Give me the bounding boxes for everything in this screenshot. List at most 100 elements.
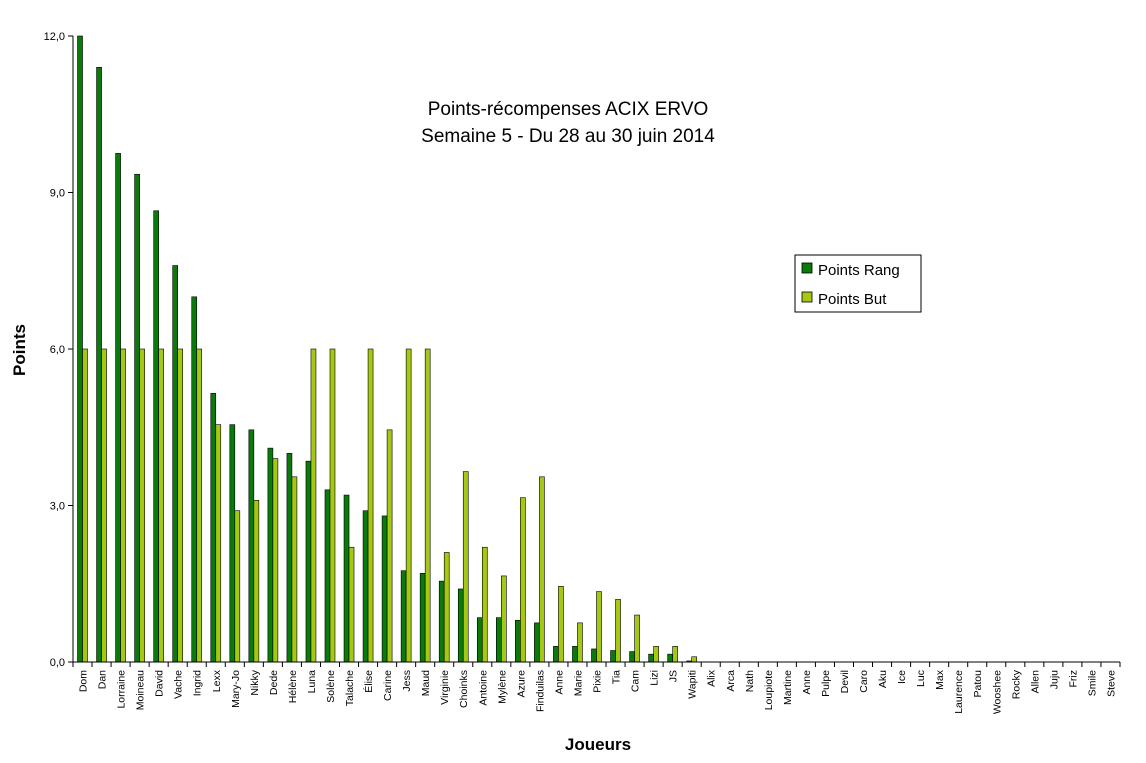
x-category-label: Mary-Jo [230, 670, 242, 708]
bar-points-rang [248, 429, 255, 663]
x-category-label: Virginie [439, 670, 451, 705]
bar-points-but [234, 510, 241, 663]
bar-points-rang [77, 35, 83, 663]
x-category-label: Choinks [458, 670, 470, 708]
bar-points-but [215, 424, 222, 663]
y-tick-label: 9,0 [50, 188, 65, 200]
chart-title: Points-récompenses ACIX ERVO [428, 99, 709, 120]
x-category-label: Lorraine [116, 670, 128, 709]
y-tick-label: 3,0 [50, 501, 65, 513]
x-category-label: Lizi [649, 670, 661, 686]
x-category-label: David [154, 670, 166, 697]
bar-points-but [615, 599, 621, 663]
bar-points-but [443, 552, 450, 663]
bar-points-rang [96, 67, 102, 663]
axes-group [68, 35, 1121, 667]
bar-points-rang [381, 515, 388, 663]
bar-points-rang [267, 447, 274, 663]
bar-points-rang [515, 619, 521, 663]
bar-points-rang [343, 494, 350, 663]
x-category-label: Smile [1086, 670, 1098, 696]
bar-points-rang [115, 153, 121, 663]
bar-points-rang [476, 617, 483, 663]
y-tick-label: 6,0 [50, 344, 65, 356]
x-category-label: Steve [1105, 670, 1117, 697]
x-category-label: JS [668, 670, 680, 682]
x-category-label: Aku [877, 670, 889, 688]
x-category-label: Hélène [287, 670, 299, 703]
bar-points-but [405, 348, 412, 663]
bar-points-but [501, 575, 507, 663]
bar-points-but [348, 546, 355, 663]
y-tick-label: 12,0 [44, 31, 65, 43]
x-category-label: Vache [173, 670, 185, 699]
x-category-label: Caro [858, 670, 870, 693]
x-category-label: Tia [611, 670, 623, 684]
x-category-label: Dede [268, 670, 280, 695]
x-axis-title: Joueurs [565, 735, 631, 754]
x-category-label: Ingrid [192, 670, 204, 696]
x-category-label: Juju [1048, 670, 1060, 689]
bar-points-but [596, 591, 602, 663]
bar-points-rang [419, 573, 426, 663]
bar-points-rang [610, 650, 616, 663]
x-category-label: Martine [782, 670, 794, 705]
bar-points-rang [457, 588, 464, 663]
x-category-label: Dan [97, 670, 109, 689]
x-category-label: Luc [915, 670, 927, 687]
bar-points-but [291, 476, 298, 663]
bar-points-but [691, 656, 697, 663]
legend-label-points-rang: Points Rang [818, 262, 900, 279]
x-category-label: Alix [706, 669, 718, 687]
bar-points-rang [172, 265, 178, 663]
bar-points-rang [210, 393, 217, 663]
bar-points-rang [534, 622, 540, 663]
x-category-label: Mylène [496, 670, 508, 704]
bar-points-rang [400, 570, 407, 663]
bar-points-but [196, 348, 203, 663]
bar-points-rang [496, 617, 502, 663]
bar-points-but [386, 429, 393, 663]
chart-subtitle: Semaine 5 - Du 28 au 30 juin 2014 [421, 126, 715, 147]
bar-points-but [481, 546, 488, 663]
x-category-label: Azure [515, 670, 527, 698]
x-category-label: Patou [972, 670, 984, 698]
x-category-label: Anne [801, 670, 813, 695]
x-category-label: Nath [744, 670, 756, 692]
x-category-label: Carine [382, 670, 394, 701]
x-category-label: Devil [839, 670, 851, 693]
bar-points-but [272, 458, 279, 663]
bar-points-rang [134, 173, 140, 663]
bar-points-but [82, 348, 88, 663]
x-category-label: Solène [325, 670, 337, 703]
y-axis-title: Points [10, 324, 29, 376]
bar-points-but [672, 646, 678, 663]
bar-points-but [367, 348, 374, 663]
x-category-label: Moineau [135, 670, 147, 710]
bar-points-but [120, 348, 126, 663]
x-category-label: Wooshee [991, 670, 1003, 714]
bar-points-but [558, 586, 564, 663]
category-labels: Dom Dan Lorraine Moineau David Vache Ingrid Lex… [78, 669, 1118, 714]
legend-label-points-but: Points But [818, 291, 887, 308]
x-category-label: Finduilas [534, 670, 546, 712]
x-category-label: Cam [630, 670, 642, 692]
x-category-label: Friz [1067, 670, 1079, 688]
bar-points-but [424, 348, 431, 663]
bar-points-but [139, 348, 145, 663]
bar-points-but [177, 348, 183, 663]
x-category-label: Maud [420, 670, 432, 696]
x-category-label: Dom [78, 670, 90, 692]
x-category-label: Wapiti [687, 670, 699, 699]
x-category-label: Nikky [249, 669, 261, 695]
bar-points-rang [553, 646, 559, 663]
x-category-label: Antoine [477, 670, 489, 706]
bar-points-rang [629, 651, 635, 663]
bar-points-but [310, 348, 317, 663]
bar-points-rang [286, 453, 293, 663]
bar-points-rang [362, 510, 369, 663]
bar-points-but [539, 476, 545, 663]
bar-points-rang [229, 424, 236, 663]
bar-points-but [329, 348, 336, 663]
